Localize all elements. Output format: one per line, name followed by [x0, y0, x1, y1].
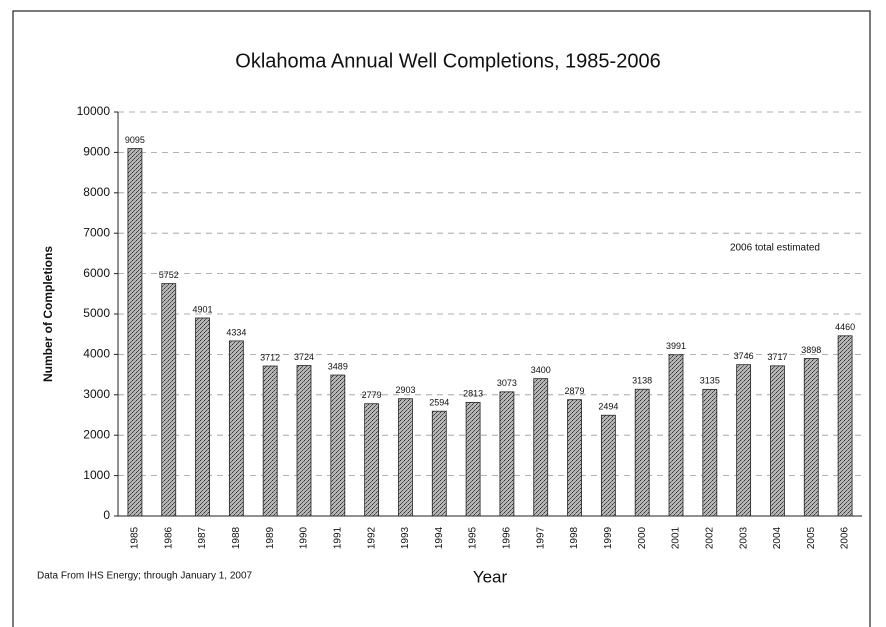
data-label: 2594	[429, 398, 449, 408]
data-label: 3717	[767, 352, 787, 362]
x-tick-label: 1986	[163, 526, 174, 549]
x-tick-label: 2003	[738, 526, 749, 549]
y-tick-label: 9000	[83, 145, 110, 159]
data-label: 3073	[497, 378, 517, 388]
y-axis-label: Number of Completions	[41, 246, 55, 382]
bar	[330, 374, 346, 517]
bar	[702, 388, 718, 517]
x-tick-label: 1996	[502, 526, 513, 549]
bar	[499, 391, 515, 517]
annotation: 2006 total estimated	[730, 243, 820, 254]
bar	[668, 354, 684, 517]
x-tick-label: 1987	[197, 526, 208, 549]
y-tick-label: 5000	[83, 306, 110, 320]
bar	[803, 358, 819, 517]
x-tick-label: 1997	[535, 526, 546, 549]
bar	[567, 399, 582, 517]
x-tick-label: 1998	[569, 526, 580, 549]
x-tick-label: 1999	[603, 526, 614, 549]
x-tick-label: 1988	[231, 526, 242, 549]
y-tick-label: 0	[103, 508, 110, 522]
data-label: 4460	[835, 322, 855, 332]
bar	[837, 335, 853, 517]
bar	[161, 283, 177, 517]
x-tick-label: 1989	[265, 526, 276, 549]
chart-title: Oklahoma Annual Well Completions, 1985-2…	[235, 50, 660, 72]
data-label: 2494	[598, 402, 618, 412]
bar	[364, 403, 380, 517]
bar	[634, 388, 650, 517]
data-label: 3746	[734, 351, 754, 361]
data-label: 2903	[395, 385, 415, 395]
x-axis-label: Year	[473, 567, 508, 586]
y-tick-label: 2000	[83, 427, 110, 441]
bar	[431, 410, 447, 517]
x-tick-label: 1990	[299, 526, 310, 549]
y-tick-label: 7000	[83, 225, 110, 239]
y-tick-label: 1000	[83, 468, 110, 482]
footnote: Data From IHS Energy; through January 1,…	[37, 571, 253, 582]
bar	[533, 378, 549, 517]
data-label: 3991	[666, 341, 686, 351]
data-label: 3712	[260, 352, 280, 362]
y-tick-label: 8000	[83, 185, 110, 199]
data-label: 5752	[159, 270, 179, 280]
data-label: 9095	[125, 135, 145, 145]
bar	[262, 365, 278, 517]
y-tick-label: 3000	[83, 387, 110, 401]
data-label: 4334	[226, 327, 246, 337]
x-tick-label: 1991	[332, 526, 343, 549]
x-tick-label: 1994	[434, 526, 445, 549]
x-tick-label: 1995	[468, 526, 479, 549]
bar	[600, 414, 616, 517]
bar	[736, 364, 752, 517]
data-label: 2813	[463, 389, 483, 399]
bar	[228, 340, 244, 517]
y-tick-label: 10000	[77, 104, 111, 118]
x-tick-label: 2005	[806, 526, 817, 549]
y-tick-label: 4000	[83, 347, 110, 361]
x-tick-label: 1985	[130, 526, 141, 549]
x-tick-label: 1992	[366, 526, 377, 549]
x-tick-label: 2004	[772, 526, 783, 549]
x-tick-label: 2002	[704, 526, 715, 549]
y-tick-label: 6000	[83, 266, 110, 280]
data-label: 3138	[632, 376, 652, 386]
data-label: 2879	[565, 386, 585, 396]
data-label: 3135	[700, 376, 720, 386]
x-tick-label: 2000	[637, 526, 648, 549]
bar	[770, 365, 785, 517]
data-label: 3400	[531, 365, 551, 375]
bar	[195, 317, 210, 517]
data-label: 3724	[294, 352, 314, 362]
bar	[465, 401, 481, 517]
data-label: 3489	[328, 361, 348, 371]
x-tick-label: 1993	[400, 526, 411, 549]
x-tick-label: 2006	[840, 526, 851, 549]
frame	[12, 10, 871, 627]
bar	[398, 398, 413, 517]
bar	[296, 365, 312, 517]
x-tick-label: 2001	[671, 526, 682, 549]
data-label: 2779	[362, 390, 382, 400]
data-label: 3898	[801, 345, 821, 355]
bar	[127, 148, 143, 517]
data-label: 4901	[193, 304, 213, 314]
